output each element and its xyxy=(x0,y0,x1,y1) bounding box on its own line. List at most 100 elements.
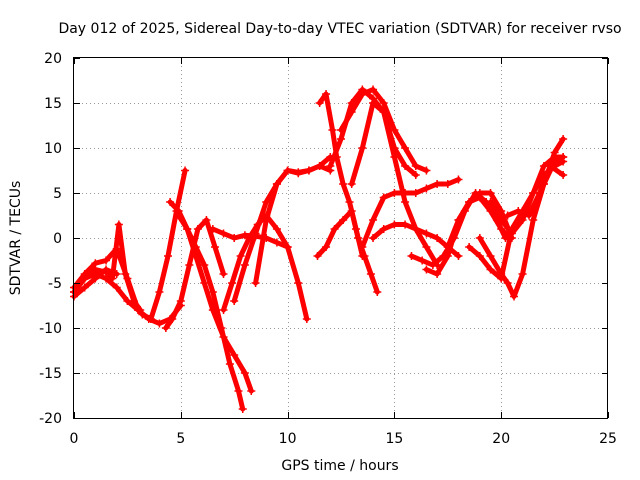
data-point-marker xyxy=(174,211,183,220)
data-point-marker xyxy=(91,265,100,274)
y-axis-label: SDTVAR / TECUs xyxy=(8,181,24,296)
data-point-marker xyxy=(559,171,568,179)
series-group xyxy=(70,85,568,413)
data-point-marker xyxy=(283,243,292,251)
data-point-marker xyxy=(161,324,170,332)
data-point-marker xyxy=(108,274,117,283)
data-point-marker xyxy=(443,243,452,251)
data-point-marker xyxy=(358,144,367,152)
data-point-marker xyxy=(497,225,506,233)
data-point-marker xyxy=(518,216,527,224)
data-point-marker xyxy=(191,252,200,260)
y-tick-label: 20 xyxy=(44,51,62,67)
data-point-marker xyxy=(247,387,256,395)
x-axis-label: GPS time / hours xyxy=(281,458,398,474)
data-point-marker xyxy=(379,108,388,116)
data-point-marker xyxy=(401,189,410,197)
y-tick-label: -15 xyxy=(39,366,62,382)
y-tick-label: -5 xyxy=(48,276,62,292)
data-point-marker xyxy=(251,279,260,287)
data-point-marker xyxy=(401,220,410,229)
data-point-marker xyxy=(373,288,382,296)
data-point-marker xyxy=(294,168,303,177)
data-point-marker xyxy=(136,306,145,314)
data-point-marker xyxy=(272,225,281,233)
data-point-marker xyxy=(428,261,437,269)
data-point-marker xyxy=(507,229,516,238)
data-point-marker xyxy=(411,162,420,170)
series-line-track-4 xyxy=(71,222,143,313)
data-point-marker xyxy=(337,135,345,143)
data-point-marker xyxy=(208,306,217,314)
data-point-marker xyxy=(443,252,452,260)
data-point-marker xyxy=(347,180,356,188)
data-point-marker xyxy=(510,292,519,301)
data-point-marker xyxy=(503,211,512,220)
data-point-marker xyxy=(379,99,388,107)
data-point-marker xyxy=(369,234,378,242)
data-point-marker xyxy=(210,243,219,251)
data-point-marker xyxy=(183,225,192,233)
data-point-marker xyxy=(369,85,378,94)
data-point-marker xyxy=(272,238,281,247)
data-point-marker xyxy=(422,166,431,175)
data-point-marker xyxy=(379,225,388,233)
data-point-marker xyxy=(146,315,155,323)
data-point-marker xyxy=(529,216,538,224)
y-tick-label: 5 xyxy=(53,186,62,202)
data-point-marker xyxy=(401,162,410,170)
data-point-marker xyxy=(347,207,356,215)
data-point-marker xyxy=(315,99,324,107)
series-line-track-27 xyxy=(530,136,566,214)
y-tick-label: -10 xyxy=(39,321,62,337)
data-point-marker xyxy=(155,288,164,296)
x-tick-label: 10 xyxy=(279,431,297,447)
data-point-marker xyxy=(486,189,495,197)
data-point-marker xyxy=(230,297,239,305)
data-point-marker xyxy=(418,256,427,265)
data-point-marker xyxy=(422,229,431,238)
data-point-marker xyxy=(238,405,247,413)
data-point-marker xyxy=(354,234,363,242)
data-point-marker xyxy=(465,243,474,251)
data-point-marker xyxy=(475,234,484,242)
data-point-marker xyxy=(102,268,111,277)
axis-ticks: 0 5 10 15 20 25 -20 -15 -10 -5 0 5 10 15 20 xyxy=(39,51,617,447)
data-point-marker xyxy=(240,261,249,269)
data-point-marker xyxy=(486,198,495,206)
data-point-marker xyxy=(219,270,228,278)
data-point-marker xyxy=(390,126,399,134)
chart-title: Day 012 of 2025, Sidereal Day-to-day VTE… xyxy=(58,21,621,37)
data-point-marker xyxy=(369,99,378,107)
data-point-marker xyxy=(230,234,239,242)
data-point-marker xyxy=(454,216,463,224)
data-point-marker xyxy=(503,279,512,287)
data-point-marker xyxy=(129,297,138,305)
data-point-marker xyxy=(475,193,484,202)
data-point-marker xyxy=(326,162,335,170)
data-point-marker xyxy=(390,189,399,197)
data-point-marker xyxy=(422,265,431,274)
data-point-marker xyxy=(322,90,331,98)
data-point-marker xyxy=(91,274,100,283)
data-point-marker xyxy=(347,108,356,116)
data-point-marker xyxy=(497,270,506,278)
data-point-marker xyxy=(337,126,345,134)
data-point-marker xyxy=(514,207,523,215)
data-point-marker xyxy=(559,135,568,143)
data-point-marker xyxy=(230,351,239,359)
data-point-marker xyxy=(228,279,237,287)
data-point-marker xyxy=(518,270,527,278)
data-point-marker xyxy=(200,279,209,287)
series-line-track-18 xyxy=(359,177,461,250)
series-line-track-24 xyxy=(477,154,566,299)
data-point-marker xyxy=(102,256,111,265)
data-point-marker xyxy=(390,153,399,161)
data-point-marker xyxy=(313,252,322,260)
data-point-marker xyxy=(454,252,463,260)
data-point-marker xyxy=(80,274,89,283)
data-point-marker xyxy=(339,216,348,224)
data-point-marker xyxy=(497,216,506,224)
data-point-marker xyxy=(272,180,281,188)
